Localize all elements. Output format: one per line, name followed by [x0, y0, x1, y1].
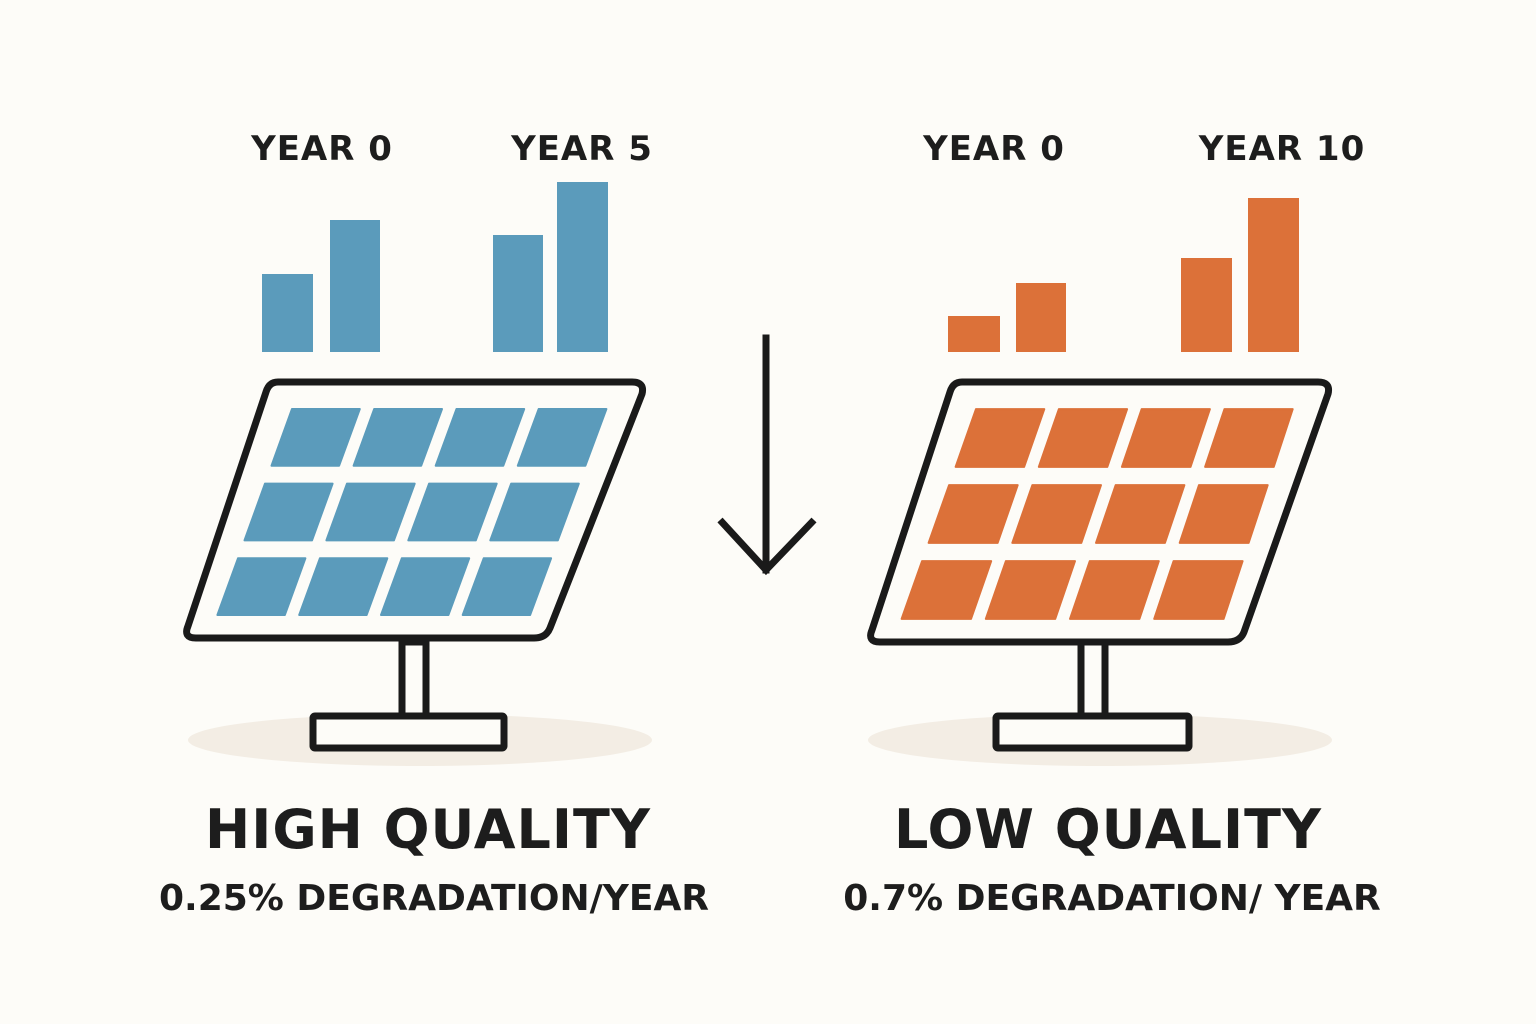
down-arrow-icon [717, 334, 817, 576]
right-cell-r3-c4 [1153, 560, 1244, 620]
left-panel-base [309, 712, 508, 752]
left-cell-r3-c1 [216, 557, 307, 616]
right-bar-1 [948, 316, 1000, 352]
right-cell-r1-c2 [1037, 408, 1129, 468]
right-cell-r3-c2 [984, 560, 1076, 620]
right-cell-r2-c1 [927, 484, 1019, 544]
right-cell-r2-c4 [1178, 484, 1269, 544]
left-cell-r3-c2 [298, 557, 389, 616]
left-bar-2 [330, 220, 380, 352]
left-cell-r1-c4 [516, 408, 608, 467]
left-solar-panel-icon [183, 378, 646, 752]
right-cell-r3-c3 [1069, 560, 1160, 620]
left-cell-r3-c4 [461, 557, 553, 616]
right-solar-panel-icon [867, 378, 1332, 752]
left-cell-r1-c1 [270, 408, 361, 467]
left-cell-r2-c3 [407, 482, 498, 542]
right-bar-2 [1016, 283, 1066, 352]
left-panel-cells [216, 408, 608, 616]
right-panel-cells [900, 408, 1294, 620]
right-bar-4 [1248, 198, 1299, 352]
left-bar-4 [557, 182, 608, 352]
left-cell-r2-c4 [489, 482, 580, 542]
left-bar-chart-icon [262, 182, 608, 352]
right-subtitle: 0.7% DEGRADATION/ YEAR [843, 878, 1381, 919]
left-title: HIGH QUALITY [205, 798, 651, 861]
right-year-end-label: YEAR 10 [1198, 129, 1366, 169]
left-year-start-label: YEAR 0 [250, 129, 393, 169]
left-panel-post [398, 638, 430, 722]
right-cell-r1-c3 [1120, 408, 1211, 468]
left-bar-3 [493, 235, 543, 352]
right-cell-r2-c3 [1095, 484, 1186, 544]
high-quality-group: YEAR 0 YEAR 5 HIGH QUALITY 0.25% DEGRADA… [159, 129, 709, 919]
right-cell-r3-c1 [900, 560, 993, 620]
right-year-start-label: YEAR 0 [922, 129, 1065, 169]
right-cell-r2-c2 [1011, 484, 1102, 544]
left-cell-r1-c3 [434, 408, 526, 467]
left-cell-r3-c3 [380, 557, 471, 616]
right-panel-base [992, 712, 1193, 752]
left-subtitle: 0.25% DEGRADATION/YEAR [159, 878, 709, 919]
right-bar-3 [1181, 258, 1232, 352]
left-cell-r1-c2 [352, 408, 443, 467]
left-bar-1 [262, 274, 313, 352]
right-cell-r1-c4 [1204, 408, 1294, 468]
right-panel-post [1077, 638, 1109, 722]
right-cell-r1-c1 [954, 408, 1046, 468]
right-title: LOW QUALITY [894, 798, 1322, 861]
right-bar-chart-icon [948, 198, 1299, 352]
left-cell-r2-c1 [243, 482, 334, 542]
low-quality-group: YEAR 0 YEAR 10 LOW QUALITY 0.7% DEGRADAT… [843, 129, 1381, 919]
left-cell-r2-c2 [325, 482, 416, 542]
left-year-end-label: YEAR 5 [510, 129, 653, 169]
